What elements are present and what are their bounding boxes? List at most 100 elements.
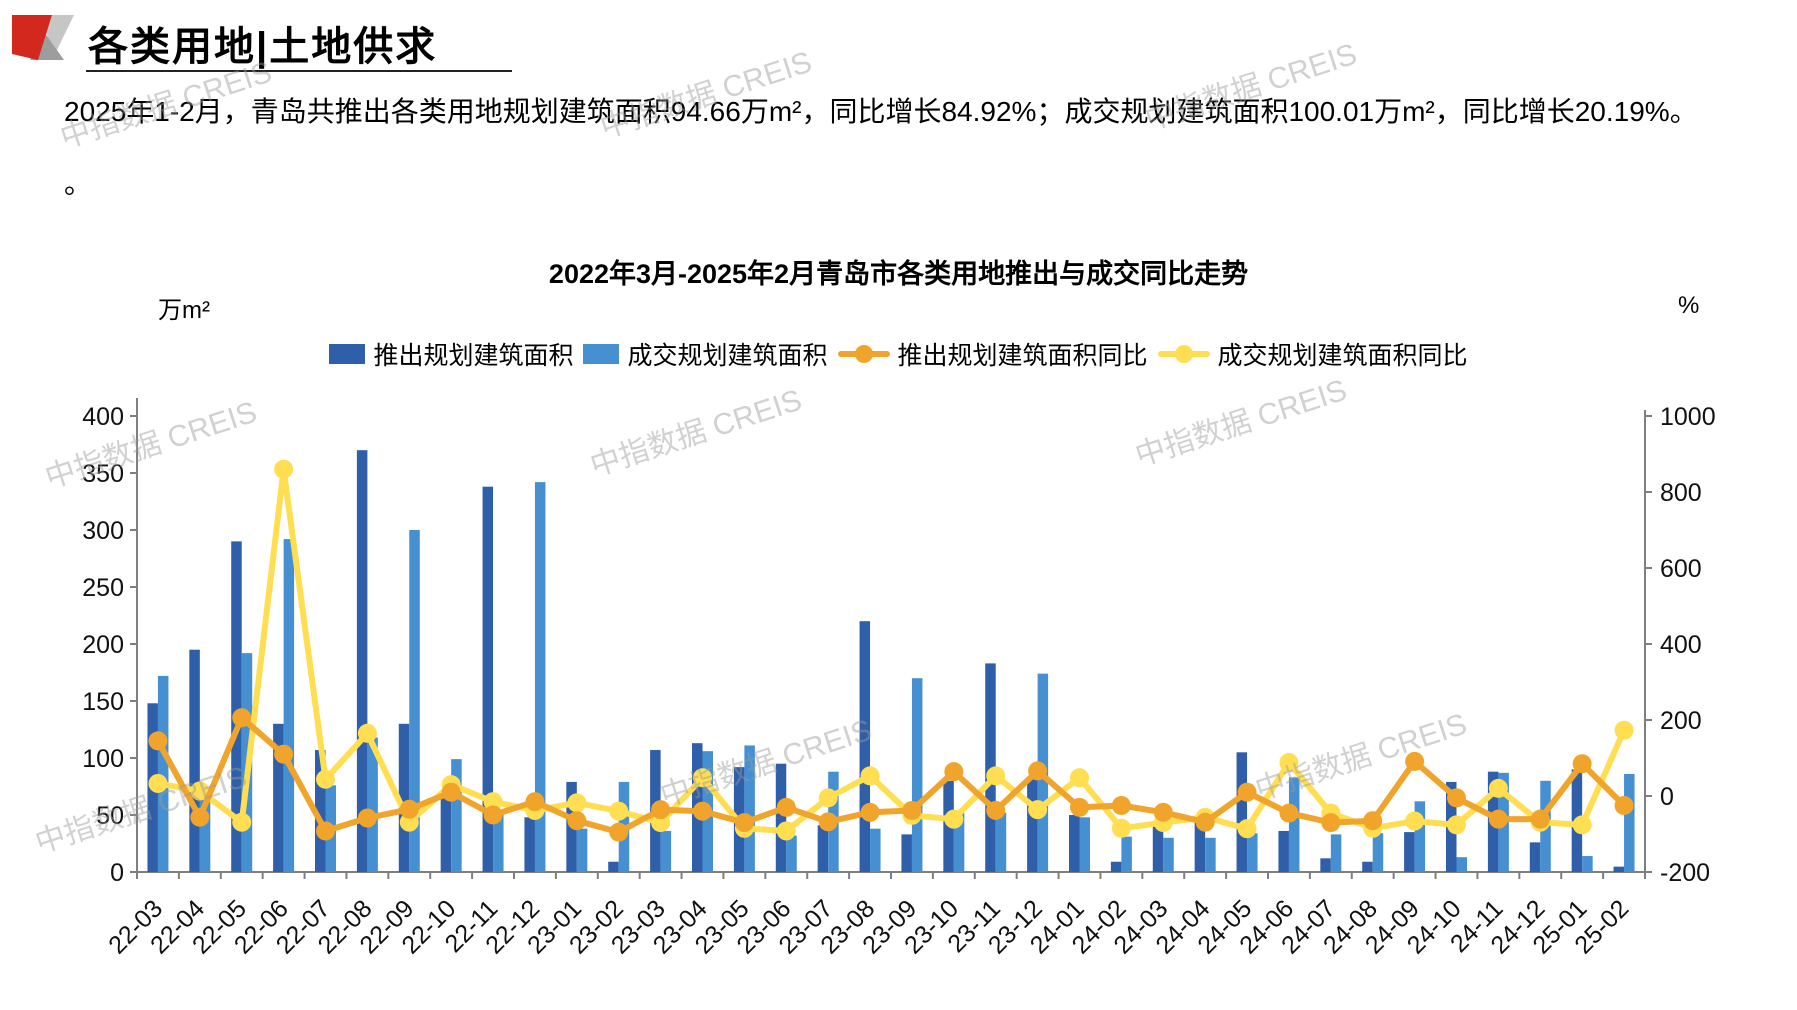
bar-25-02 <box>1613 866 1625 872</box>
bar-22-11 <box>482 486 494 872</box>
marker-23-07 <box>818 788 838 808</box>
bar-23-06 <box>775 763 787 872</box>
bar-24-09 <box>1414 801 1426 872</box>
bar-24-01 <box>1079 817 1090 872</box>
right-axis-unit-label: % <box>1678 292 1700 319</box>
marker-23-11 <box>986 800 1006 820</box>
marker-24-11 <box>1488 778 1508 798</box>
legend-swatch-chengjiao-bar <box>583 344 620 364</box>
right-axis-tick-label: 200 <box>1660 707 1702 735</box>
marker-24-05 <box>1237 819 1257 839</box>
bar-23-02 <box>608 861 619 872</box>
bar-23-06 <box>786 835 797 872</box>
page-title: 各类用地|土地供求 <box>88 25 438 69</box>
bar-24-06 <box>1288 777 1300 872</box>
marker-22-09 <box>399 799 419 819</box>
bar-23-07 <box>817 825 829 872</box>
marker-22-07 <box>316 821 335 841</box>
marker-24-01 <box>1070 797 1089 817</box>
bar-22-08 <box>356 450 368 872</box>
marker-25-02 <box>1614 796 1634 815</box>
creis-logo-icon <box>12 15 74 60</box>
bar-24-10 <box>1456 857 1467 872</box>
line-markers-1 <box>148 459 1634 841</box>
legend-swatch-tuichu-bar <box>329 344 366 364</box>
marker-23-01 <box>567 793 587 813</box>
bar-23-08 <box>859 621 871 872</box>
marker-22-12 <box>525 792 545 812</box>
marker-22-05 <box>232 708 252 728</box>
bar-22-10 <box>451 759 462 872</box>
bar-24-05 <box>1247 833 1258 872</box>
bar-23-11 <box>985 663 996 872</box>
marker-23-11 <box>986 766 1006 786</box>
marker-22-06 <box>274 459 294 479</box>
marker-22-04 <box>190 807 210 827</box>
marker-23-07 <box>818 812 838 832</box>
bar-24-03 <box>1163 837 1174 872</box>
bar-23-05 <box>744 745 755 872</box>
summary-text: 2025年1-2月，青岛共推出各类用地规划建筑面积94.66万m²，同比增长84… <box>64 96 1698 127</box>
marker-23-12 <box>1028 800 1048 820</box>
marker-23-09 <box>902 800 922 820</box>
left-axis-tick-label: 200 <box>82 631 124 659</box>
bar-22-08 <box>367 737 378 872</box>
marker-24-03 <box>1153 802 1173 822</box>
bar-24-08 <box>1372 833 1384 872</box>
marker-22-08 <box>357 808 377 828</box>
marker-24-09 <box>1405 751 1425 771</box>
left-axis-tick-label: 300 <box>82 517 124 545</box>
bar-22-12 <box>524 817 535 872</box>
bar-24-07 <box>1320 858 1331 872</box>
marker-24-10 <box>1447 788 1466 808</box>
bar-22-04 <box>199 794 211 872</box>
bar-24-01 <box>1069 815 1080 872</box>
right-axis-tick-label: 800 <box>1660 479 1702 507</box>
marker-22-06 <box>274 744 294 764</box>
right-axis-tick-label: -200 <box>1660 859 1710 887</box>
bar-24-07 <box>1330 834 1342 872</box>
marker-23-02 <box>609 822 629 842</box>
marker-24-10 <box>1447 815 1466 835</box>
marker-23-04 <box>693 801 712 821</box>
bar-24-03 <box>1152 826 1164 872</box>
bar-22-06 <box>283 539 295 872</box>
left-axis-tick-label: 350 <box>82 460 124 488</box>
marker-22-05 <box>232 812 252 832</box>
marker-24-01 <box>1070 768 1089 788</box>
marker-23-08 <box>860 802 880 822</box>
left-axis-tick-label: 250 <box>82 574 124 602</box>
left-axis-tick-label: 100 <box>82 745 124 773</box>
bar-22-03 <box>157 675 169 872</box>
left-axis-unit-label: 万m² <box>158 297 210 324</box>
chart-legend: 推出规划建筑面积 成交规划建筑面积 推出规划建筑面积同比 成交规划建筑面积同比 <box>0 336 1797 372</box>
legend-label: 推出规划建筑面积同比 <box>897 342 1148 370</box>
marker-22-08 <box>357 723 377 743</box>
marker-22-11 <box>483 792 503 812</box>
left-axis-tick-label: 0 <box>110 859 124 887</box>
legend-item-tuichu-yoy: 推出规划建筑面积同比 <box>837 336 1148 372</box>
marker-24-06 <box>1279 803 1299 823</box>
marker-23-03 <box>651 800 671 820</box>
marker-23-08 <box>860 766 880 786</box>
marker-23-02 <box>609 801 629 821</box>
marker-25-01 <box>1572 815 1592 835</box>
marker-22-07 <box>316 769 335 789</box>
right-axis-tick-label: 1000 <box>1660 403 1716 431</box>
bar-22-09 <box>398 723 410 872</box>
left-axis-tick-label: 150 <box>82 688 124 716</box>
marker-25-02 <box>1614 720 1634 740</box>
bar-23-03 <box>660 830 672 872</box>
legend-item-chengjiao-bar: 成交规划建筑面积 <box>583 336 828 372</box>
bar-22-07 <box>315 750 326 872</box>
bar-23-08 <box>870 828 881 872</box>
summary-text-line2: 。 <box>64 168 93 199</box>
bar-22-05 <box>231 541 242 872</box>
bar-22-06 <box>273 723 284 872</box>
marker-23-06 <box>776 797 796 817</box>
bar-24-02 <box>1110 861 1122 872</box>
marker-23-04 <box>693 768 712 788</box>
marker-25-01 <box>1572 754 1592 774</box>
